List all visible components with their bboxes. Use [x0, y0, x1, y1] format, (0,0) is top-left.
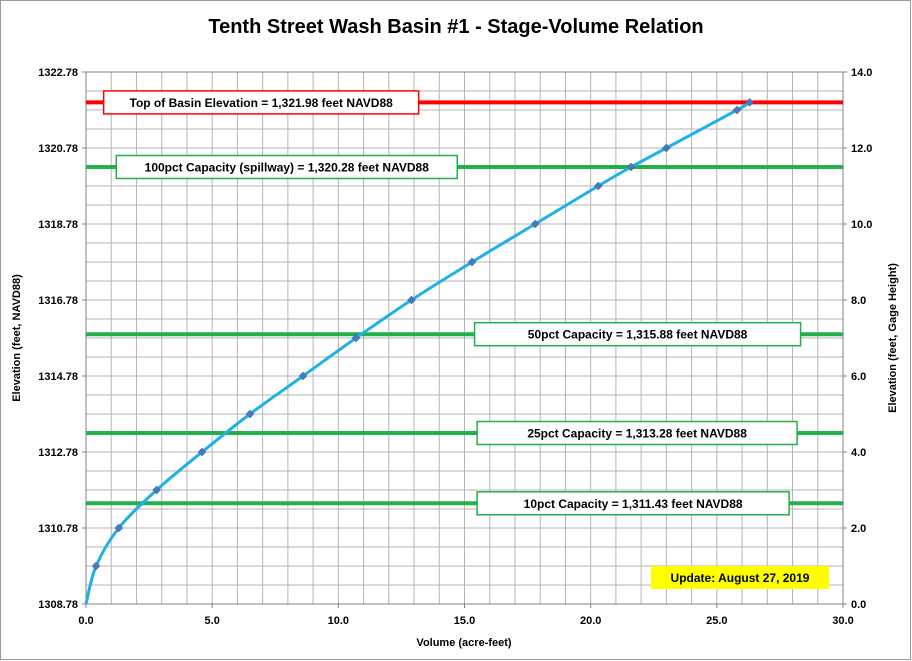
data-point: [91, 561, 101, 571]
x-tick-label: 5.0: [205, 615, 220, 627]
y-tick-label: 1308.78: [38, 599, 78, 611]
y-tick-label: 1320.78: [38, 143, 78, 155]
y2-tick-label: 2.0: [851, 523, 866, 535]
y-tick-label: 1312.78: [38, 447, 78, 459]
reference-label: 25pct Capacity = 1,313.28 feet NAVD88: [527, 427, 747, 441]
reference-label: 10pct Capacity = 1,311.43 feet NAVD88: [524, 497, 743, 511]
reference-label: 100pct Capacity (spillway) = 1,320.28 fe…: [145, 161, 430, 175]
y-tick-label: 1314.78: [38, 371, 78, 383]
data-point: [626, 162, 636, 172]
reference-label: Top of Basin Elevation = 1,321.98 feet N…: [130, 96, 394, 110]
update-note: Update: August 27, 2019: [671, 571, 810, 585]
data-point: [114, 523, 124, 533]
data-point: [745, 98, 754, 107]
x-tick-label: 15.0: [454, 615, 475, 627]
reference-label-box: [115, 154, 459, 180]
data-point: [351, 333, 361, 343]
reference-label-box: [473, 321, 802, 347]
data-point: [662, 143, 671, 153]
y-tick-label: 1322.78: [38, 67, 78, 79]
y-tick-label: 1318.78: [38, 219, 78, 231]
reference-label-box: [102, 90, 420, 115]
data-point: [732, 105, 742, 115]
y-axis-label: Elevation (feet, NAVD88): [11, 274, 23, 402]
x-tick-label: 25.0: [706, 615, 727, 627]
y-tick-label: 1316.78: [38, 295, 78, 307]
data-point: [298, 371, 308, 381]
x-tick-label: 0.0: [78, 615, 93, 627]
data-point: [530, 219, 540, 229]
plot-area: 0.0 5.0 10.0 15.0 20.0 25.0 30.0 1308.78 1310.78…: [38, 67, 872, 627]
y2-tick-label: 10.0: [851, 219, 872, 231]
data-point: [245, 409, 255, 419]
series-line: [84, 101, 751, 605]
reference-label-box: [476, 420, 798, 446]
chart-title: Tenth Street Wash Basin #1 - Stage-Volum…: [208, 16, 703, 38]
y2-tick-label: 14.0: [851, 67, 872, 79]
data-point: [407, 295, 416, 305]
x-axis-label: Volume (acre-feet): [416, 637, 511, 649]
x-tick-label: 30.0: [832, 615, 853, 627]
y-tick-label: 1310.78: [38, 523, 78, 535]
reference-label-box: [476, 491, 790, 516]
data-point: [152, 485, 162, 495]
y2-tick-label: 8.0: [851, 295, 866, 307]
data-point: [467, 257, 477, 267]
x-tick-label: 20.0: [580, 615, 601, 627]
y2-tick-label: 4.0: [851, 447, 866, 459]
reference-label: 50pct Capacity = 1,315.88 feet NAVD88: [528, 328, 748, 342]
data-point: [197, 447, 207, 457]
y2-tick-label: 12.0: [851, 143, 872, 155]
update-note-box: [651, 566, 829, 589]
y2-tick-label: 0.0: [851, 599, 866, 611]
y2-tick-label: 6.0: [851, 371, 866, 383]
y2-axis-label: Elevation (feet, Gage Height): [887, 263, 899, 413]
data-point: [593, 181, 603, 191]
x-tick-label: 10.0: [328, 615, 349, 627]
